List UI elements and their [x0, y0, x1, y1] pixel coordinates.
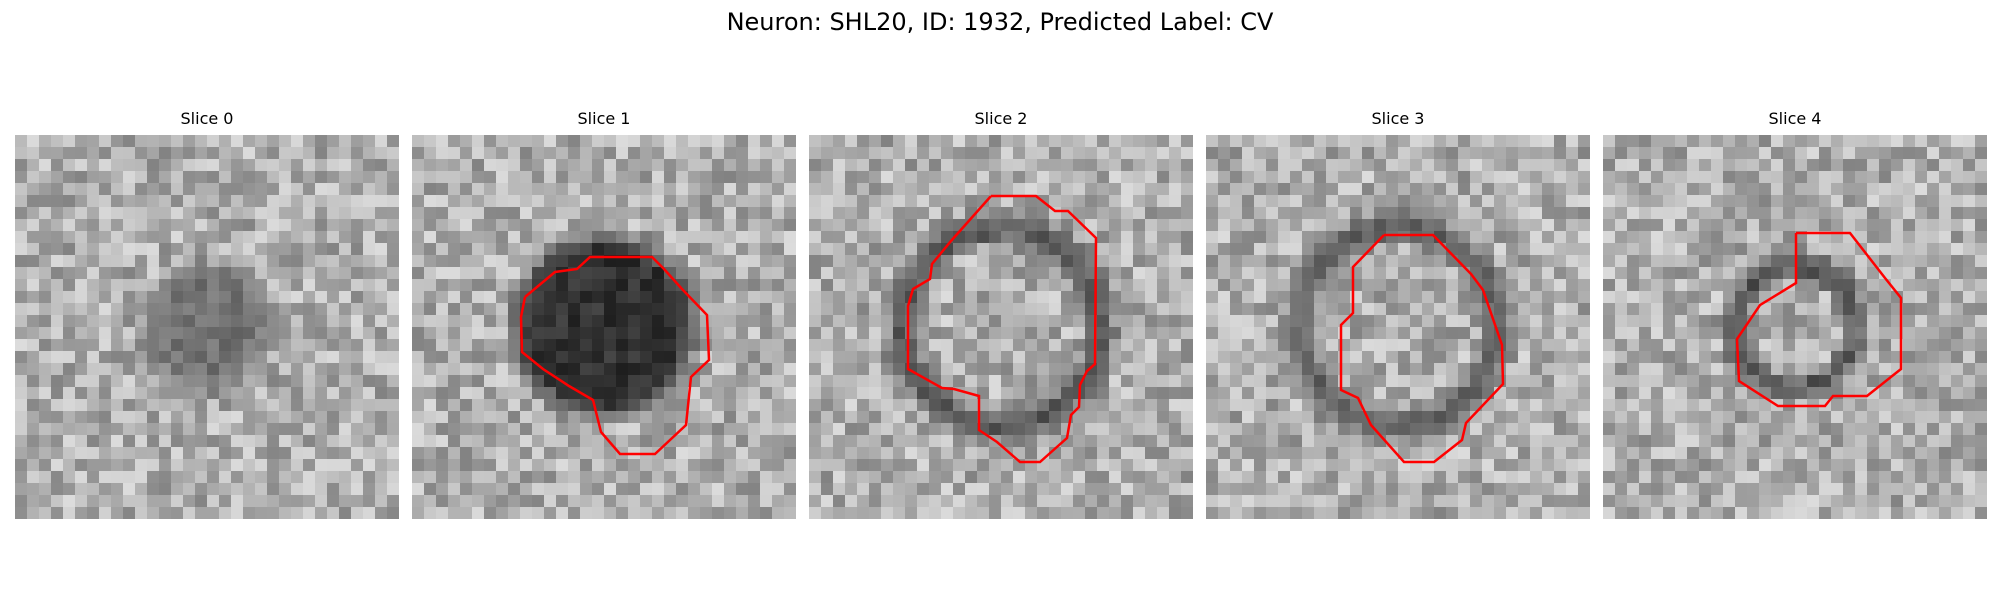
segmentation-contour — [1339, 233, 1505, 464]
panel-title: Slice 3 — [1371, 109, 1425, 128]
slice-image — [1206, 135, 1590, 519]
slice-image — [15, 135, 399, 519]
segmentation-contour — [906, 194, 1098, 464]
panel-title: Slice 4 — [1768, 109, 1822, 128]
segmentation-contour — [1735, 231, 1903, 408]
panel-slice-2: Slice 2 — [809, 108, 1193, 519]
slice-image — [412, 135, 796, 519]
panel-title: Slice 2 — [974, 109, 1028, 128]
panel-slice-4: Slice 4 — [1603, 108, 1987, 519]
figure-title: Neuron: SHL20, ID: 1932, Predicted Label… — [726, 8, 1274, 36]
segmentation-contour — [519, 255, 711, 456]
panel-slice-0: Slice 0 — [15, 108, 399, 519]
panel-title: Slice 1 — [577, 109, 631, 128]
panel-slice-1: Slice 1 — [412, 108, 796, 519]
panel-title: Slice 0 — [180, 109, 234, 128]
slice-image — [1603, 135, 1987, 519]
panel-slice-3: Slice 3 — [1206, 108, 1590, 519]
slice-image — [809, 135, 1193, 519]
